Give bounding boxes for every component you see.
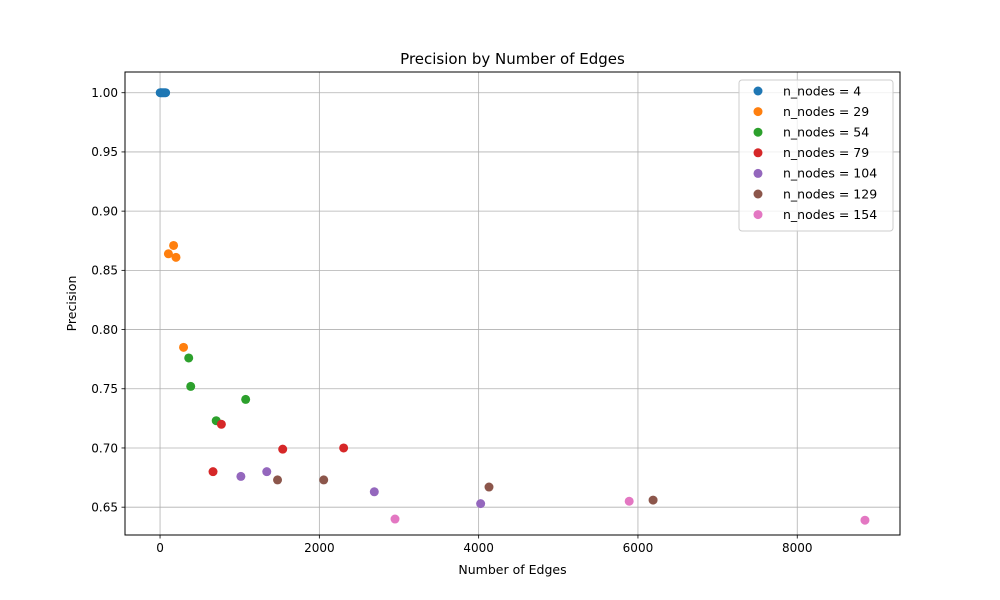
x-tick-label: 4000	[463, 541, 494, 555]
data-point	[169, 240, 179, 250]
legend-label: n_nodes = 129	[783, 186, 877, 201]
x-tick-label: 0	[156, 541, 164, 555]
y-tick-label: 0.65	[91, 500, 118, 514]
data-points	[155, 88, 870, 525]
legend-marker	[753, 148, 763, 158]
data-point	[273, 475, 283, 485]
data-point	[339, 443, 349, 453]
legend-box	[738, 79, 894, 232]
data-point	[624, 496, 634, 506]
data-point	[369, 487, 379, 497]
data-point	[179, 342, 189, 352]
y-tick-label: 0.80	[91, 323, 118, 337]
legend-marker	[753, 127, 763, 137]
data-point	[648, 495, 658, 505]
data-point	[241, 394, 251, 404]
data-point	[484, 482, 494, 492]
chart-title: Precision by Number of Edges	[400, 50, 625, 68]
x-axis-label: Number of Edges	[458, 562, 566, 577]
y-axis-label: Precision	[64, 276, 79, 332]
data-point	[186, 381, 196, 391]
data-point	[184, 353, 194, 363]
y-tick-label: 0.70	[91, 441, 118, 455]
legend-label: n_nodes = 104	[783, 166, 877, 181]
data-point	[476, 499, 486, 509]
data-point	[208, 467, 218, 477]
data-point	[163, 249, 173, 259]
y-tick-label: 0.85	[91, 264, 118, 278]
data-point	[860, 515, 870, 525]
y-tick-label: 0.95	[91, 145, 118, 159]
data-point	[278, 444, 288, 454]
legend: n_nodes = 4 n_nodes = 29 n_nodes = 54 n_nod…	[738, 79, 894, 232]
legend-label: n_nodes = 79	[783, 145, 869, 160]
legend-marker	[753, 189, 763, 199]
data-point	[171, 252, 181, 262]
axis-ticks: 0 2000 4000 6000 8000 0.65 0.70 0.75 0.80 0.85 0.9…	[91, 86, 812, 555]
y-tick-label: 0.90	[91, 204, 118, 218]
legend-label: n_nodes = 4	[783, 83, 861, 98]
legend-marker	[753, 107, 763, 117]
x-tick-label: 6000	[623, 541, 654, 555]
data-point	[262, 467, 272, 477]
x-tick-label: 2000	[304, 541, 335, 555]
data-point	[236, 471, 246, 481]
data-point	[216, 419, 226, 429]
legend-marker	[753, 168, 763, 178]
y-tick-label: 0.75	[91, 382, 118, 396]
legend-marker	[753, 210, 763, 220]
x-tick-label: 8000	[782, 541, 813, 555]
legend-label: n_nodes = 154	[783, 207, 877, 222]
legend-label: n_nodes = 29	[783, 104, 869, 119]
legend-label: n_nodes = 54	[783, 125, 869, 140]
data-point	[390, 514, 400, 524]
y-tick-label: 1.00	[91, 86, 118, 100]
data-point	[161, 88, 171, 98]
legend-marker	[753, 86, 763, 96]
data-point	[319, 475, 329, 485]
axes-frame	[124, 71, 901, 536]
